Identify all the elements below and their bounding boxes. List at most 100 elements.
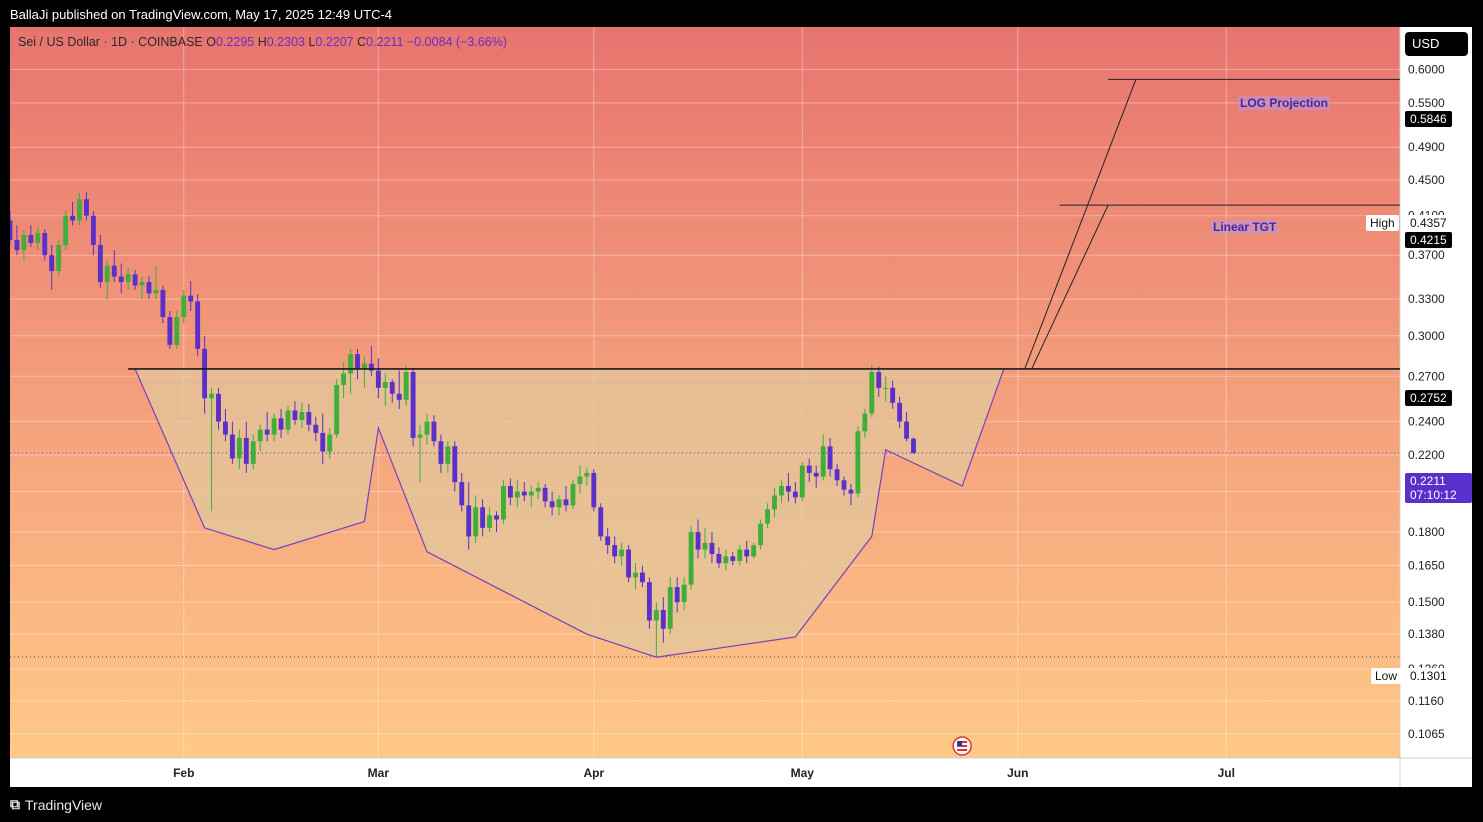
y-tick-label: 0.1160 bbox=[1408, 694, 1444, 708]
candle-body bbox=[327, 434, 333, 452]
x-tick-label: May bbox=[791, 766, 815, 780]
candle-body bbox=[841, 480, 847, 490]
candle-body bbox=[264, 429, 270, 435]
candle-body bbox=[271, 418, 277, 435]
candle-body bbox=[792, 491, 798, 498]
price-chart[interactable]: 0.60000.55000.49000.45000.41000.37000.33… bbox=[10, 27, 1472, 787]
y-tick-label: 0.3300 bbox=[1408, 292, 1445, 306]
candle-body bbox=[459, 482, 465, 506]
y-tick-label: 0.1500 bbox=[1408, 595, 1445, 609]
brand-name: TradingView bbox=[25, 796, 103, 813]
candle-body bbox=[855, 431, 861, 494]
time-axis-background bbox=[10, 758, 1400, 787]
log-target-price-tag: 0.5846 bbox=[1405, 111, 1452, 127]
low-label: L bbox=[308, 35, 316, 49]
candle-body bbox=[84, 199, 89, 216]
candle-body bbox=[77, 199, 82, 221]
candle-body bbox=[438, 441, 444, 464]
low-marker-label: Low bbox=[1371, 668, 1402, 684]
candle-body bbox=[640, 572, 645, 583]
high-value: 0.2303 bbox=[266, 35, 305, 49]
candle-body bbox=[598, 507, 604, 537]
candle-body bbox=[21, 234, 27, 251]
candle-body bbox=[320, 432, 326, 452]
candle-body bbox=[674, 587, 680, 603]
candle-body bbox=[28, 234, 34, 243]
candle-body bbox=[612, 545, 618, 557]
pattern-fill bbox=[135, 369, 1004, 658]
candle-body bbox=[202, 348, 208, 399]
candle-body bbox=[417, 434, 423, 438]
candle-body bbox=[827, 446, 833, 470]
candle-body bbox=[362, 363, 367, 370]
candle-body bbox=[660, 609, 666, 629]
candle-body bbox=[153, 289, 159, 294]
candle-body bbox=[90, 215, 96, 245]
candle-body bbox=[577, 476, 583, 485]
candle-body bbox=[424, 421, 430, 435]
candle-body bbox=[375, 370, 381, 388]
open-value: 0.2295 bbox=[215, 35, 255, 49]
candle-body bbox=[334, 384, 340, 435]
candle-body bbox=[883, 387, 889, 389]
candle-body bbox=[535, 487, 541, 492]
y-tick-label: 0.4500 bbox=[1408, 173, 1445, 187]
candle-body bbox=[285, 410, 291, 430]
bar-countdown: 07:10:12 bbox=[1410, 488, 1457, 502]
candle-body bbox=[223, 421, 228, 435]
currency-button[interactable]: USD bbox=[1405, 32, 1468, 56]
candle-body bbox=[862, 413, 868, 432]
y-tick-label: 0.6000 bbox=[1408, 62, 1445, 76]
candle-body bbox=[250, 441, 256, 464]
price-axis-background bbox=[1400, 27, 1472, 787]
candle-body bbox=[111, 265, 117, 277]
ohlc-legend: Sei / US Dollar · 1D · COINBASE O0.2295 … bbox=[18, 35, 507, 49]
candle-body bbox=[313, 424, 319, 433]
candle-body bbox=[848, 489, 854, 494]
candle-body bbox=[890, 387, 896, 403]
candle-body bbox=[306, 412, 312, 425]
candle-body bbox=[410, 372, 416, 438]
candle-body bbox=[97, 244, 103, 283]
candle-body bbox=[904, 421, 909, 439]
low-price-tag: 0.1301 bbox=[1405, 668, 1452, 684]
candle-body bbox=[667, 587, 673, 629]
candle-body bbox=[396, 393, 402, 400]
us-flag-event-icon bbox=[957, 741, 963, 746]
candle-body bbox=[480, 507, 486, 528]
x-tick-label: Jul bbox=[1218, 766, 1235, 780]
candle-body bbox=[528, 491, 534, 496]
candle-body bbox=[445, 446, 451, 464]
candle-body bbox=[765, 509, 770, 524]
open-label: O bbox=[206, 35, 216, 49]
candle-body bbox=[431, 421, 437, 442]
last-price-value: 0.2211 bbox=[1410, 474, 1446, 488]
candle-body bbox=[104, 265, 110, 283]
projection-line bbox=[1024, 79, 1137, 370]
y-tick-label: 0.2400 bbox=[1408, 415, 1445, 429]
candle-body bbox=[785, 485, 791, 492]
candle-body bbox=[507, 485, 513, 498]
candle-body bbox=[188, 295, 194, 302]
candle-body bbox=[570, 484, 576, 506]
candle-body bbox=[813, 472, 819, 477]
candle-body bbox=[626, 549, 631, 578]
projection-line bbox=[1031, 204, 1109, 370]
candle-body bbox=[125, 274, 131, 283]
candle-body bbox=[744, 549, 750, 557]
y-tick-label: 0.3700 bbox=[1408, 248, 1445, 262]
tradingview-brand[interactable]: ⧉ TradingView bbox=[10, 796, 102, 813]
candle-body bbox=[834, 469, 840, 481]
candle-body bbox=[869, 372, 875, 414]
candle-body bbox=[42, 232, 48, 256]
candle-body bbox=[341, 373, 347, 385]
candle-body bbox=[591, 472, 597, 508]
candle-body bbox=[174, 317, 180, 345]
candle-body bbox=[779, 485, 784, 496]
neckline-price-tag: 0.2752 bbox=[1405, 390, 1452, 406]
candle-body bbox=[63, 215, 69, 245]
candle-body bbox=[521, 491, 527, 496]
symbol-title: Sei / US Dollar · 1D · COINBASE bbox=[18, 35, 203, 49]
low-value: 0.2207 bbox=[315, 35, 354, 49]
candle-body bbox=[181, 295, 187, 318]
